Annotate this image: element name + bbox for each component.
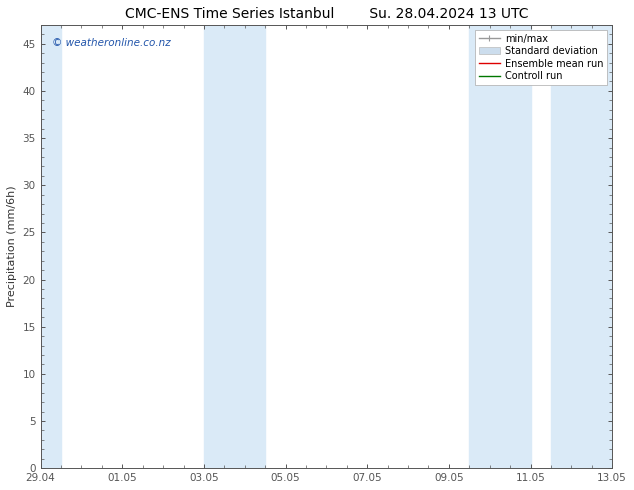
Title: CMC-ENS Time Series Istanbul        Su. 28.04.2024 13 UTC: CMC-ENS Time Series Istanbul Su. 28.04.2… <box>125 7 528 21</box>
Y-axis label: Precipitation (mm/6h): Precipitation (mm/6h) <box>7 186 17 307</box>
Bar <box>469 25 531 468</box>
Text: © weatheronline.co.nz: © weatheronline.co.nz <box>52 38 171 48</box>
Legend: min/max, Standard deviation, Ensemble mean run, Controll run: min/max, Standard deviation, Ensemble me… <box>475 30 607 85</box>
Bar <box>551 25 612 468</box>
Bar <box>204 25 265 468</box>
Bar <box>41 25 61 468</box>
